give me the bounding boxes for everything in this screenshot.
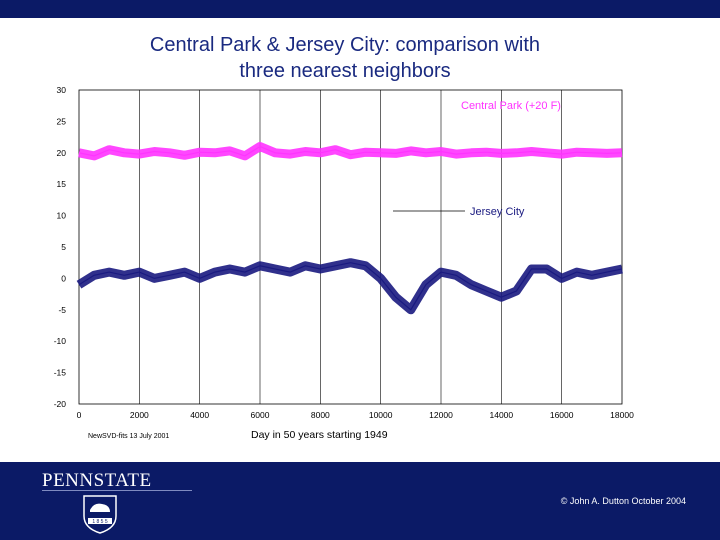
slide-title-line-2: three nearest neighbors [239, 60, 451, 82]
seal-year: 1 8 5 5 [92, 519, 108, 525]
x-tick-label: 2000 [130, 410, 149, 420]
x-tick-label: 10000 [369, 410, 393, 420]
line-chart: 30 25 20 15 10 5 0 -5 -10 -15 -20 0 2000 4000 6000 800… [54, 85, 634, 441]
series-group [76, 142, 623, 315]
y-tick-label: 20 [57, 148, 67, 158]
plot-area [78, 89, 623, 405]
x-tick-label: 16000 [550, 410, 574, 420]
jersey-city-series-centerline [78, 262, 623, 311]
series-label-jersey-city: Jersey City [470, 206, 525, 218]
central-park-series-centerline [78, 145, 623, 157]
y-tick-label: -10 [54, 336, 67, 346]
university-seal-icon: 1 8 5 5 [83, 495, 117, 534]
grid-lines [139, 90, 562, 404]
x-tick-label: 18000 [610, 410, 634, 420]
logo-rule [42, 490, 192, 491]
y-tick-label: 10 [57, 211, 67, 221]
pennstate-logo: PENNSTATE [42, 470, 152, 491]
x-tick-label: 14000 [490, 410, 514, 420]
y-tick-label: 25 [57, 116, 67, 126]
y-tick-label: -15 [54, 368, 67, 378]
copyright-text: © John A. Dutton October 2004 [560, 496, 686, 506]
chart-note: NewSVD-fits 13 July 2001 [88, 433, 169, 440]
x-tick-label: 4000 [190, 410, 209, 420]
x-tick-label: 12000 [429, 410, 453, 420]
header-band [0, 0, 720, 18]
x-tick-labels: 0 2000 4000 6000 8000 10000 12000 14000 16000 180… [77, 410, 634, 420]
x-axis-label: Day in 50 years starting 1949 [251, 429, 388, 441]
series-label-central-park: Central Park (+20 F) [461, 100, 561, 112]
x-tick-label: 0 [77, 410, 82, 420]
y-tick-labels: 30 25 20 15 10 5 0 -5 -10 -15 -20 [54, 85, 67, 409]
x-tick-label: 8000 [311, 410, 330, 420]
slide-title: Central Park & Jersey City: comparison w… [95, 32, 595, 84]
x-tick-label: 6000 [251, 410, 270, 420]
footer-band [0, 462, 720, 540]
y-tick-label: 0 [61, 273, 66, 283]
y-tick-label: -5 [58, 305, 66, 315]
y-tick-label: -20 [54, 399, 67, 409]
y-tick-label: 5 [61, 242, 66, 252]
y-tick-label: 30 [57, 85, 67, 95]
slide-title-line-1: Central Park & Jersey City: comparison w… [149, 34, 541, 56]
y-tick-label: 15 [57, 179, 67, 189]
